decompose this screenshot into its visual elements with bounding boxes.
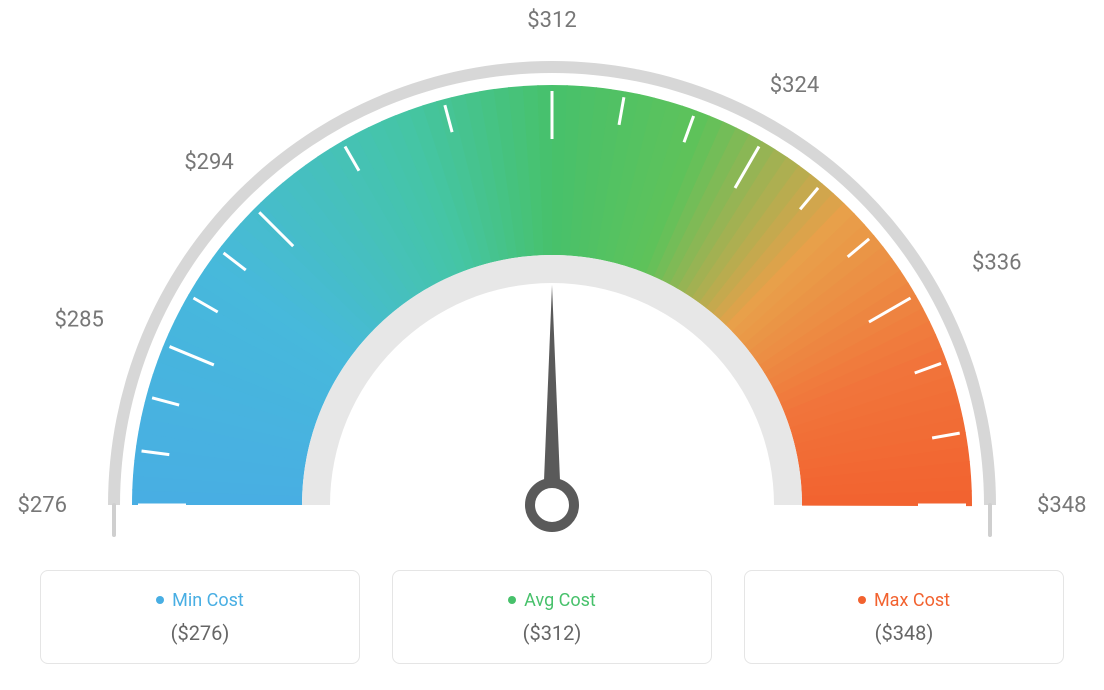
tick-label: $276: [18, 493, 67, 518]
tick-label: $294: [184, 150, 233, 175]
gauge-chart: $276 $285 $294 $312 $324 $336 $348: [0, 0, 1104, 560]
legend-dot-max: [858, 596, 866, 604]
tick-label: $312: [527, 8, 576, 33]
legend-dot-avg: [508, 596, 516, 604]
legend-card-min: Min Cost ($276): [40, 570, 360, 664]
needle-base: [530, 483, 574, 527]
legend-title-min: Min Cost: [172, 590, 244, 611]
legend-value-avg: ($312): [403, 621, 701, 645]
legend-card-avg: Avg Cost ($312): [392, 570, 712, 664]
legend-value-max: ($348): [755, 621, 1053, 645]
tick-label: $336: [972, 251, 1021, 276]
tick-label: $348: [1037, 493, 1086, 518]
gauge-needle: [543, 285, 561, 505]
tick-label: $285: [54, 307, 103, 332]
tick-label: $324: [770, 73, 819, 98]
legend-row: Min Cost ($276) Avg Cost ($312) Max Cost…: [0, 570, 1104, 664]
legend-value-min: ($276): [51, 621, 349, 645]
legend-dot-min: [156, 596, 164, 604]
legend-card-max: Max Cost ($348): [744, 570, 1064, 664]
legend-title-avg: Avg Cost: [524, 590, 596, 611]
legend-title-max: Max Cost: [874, 590, 950, 611]
